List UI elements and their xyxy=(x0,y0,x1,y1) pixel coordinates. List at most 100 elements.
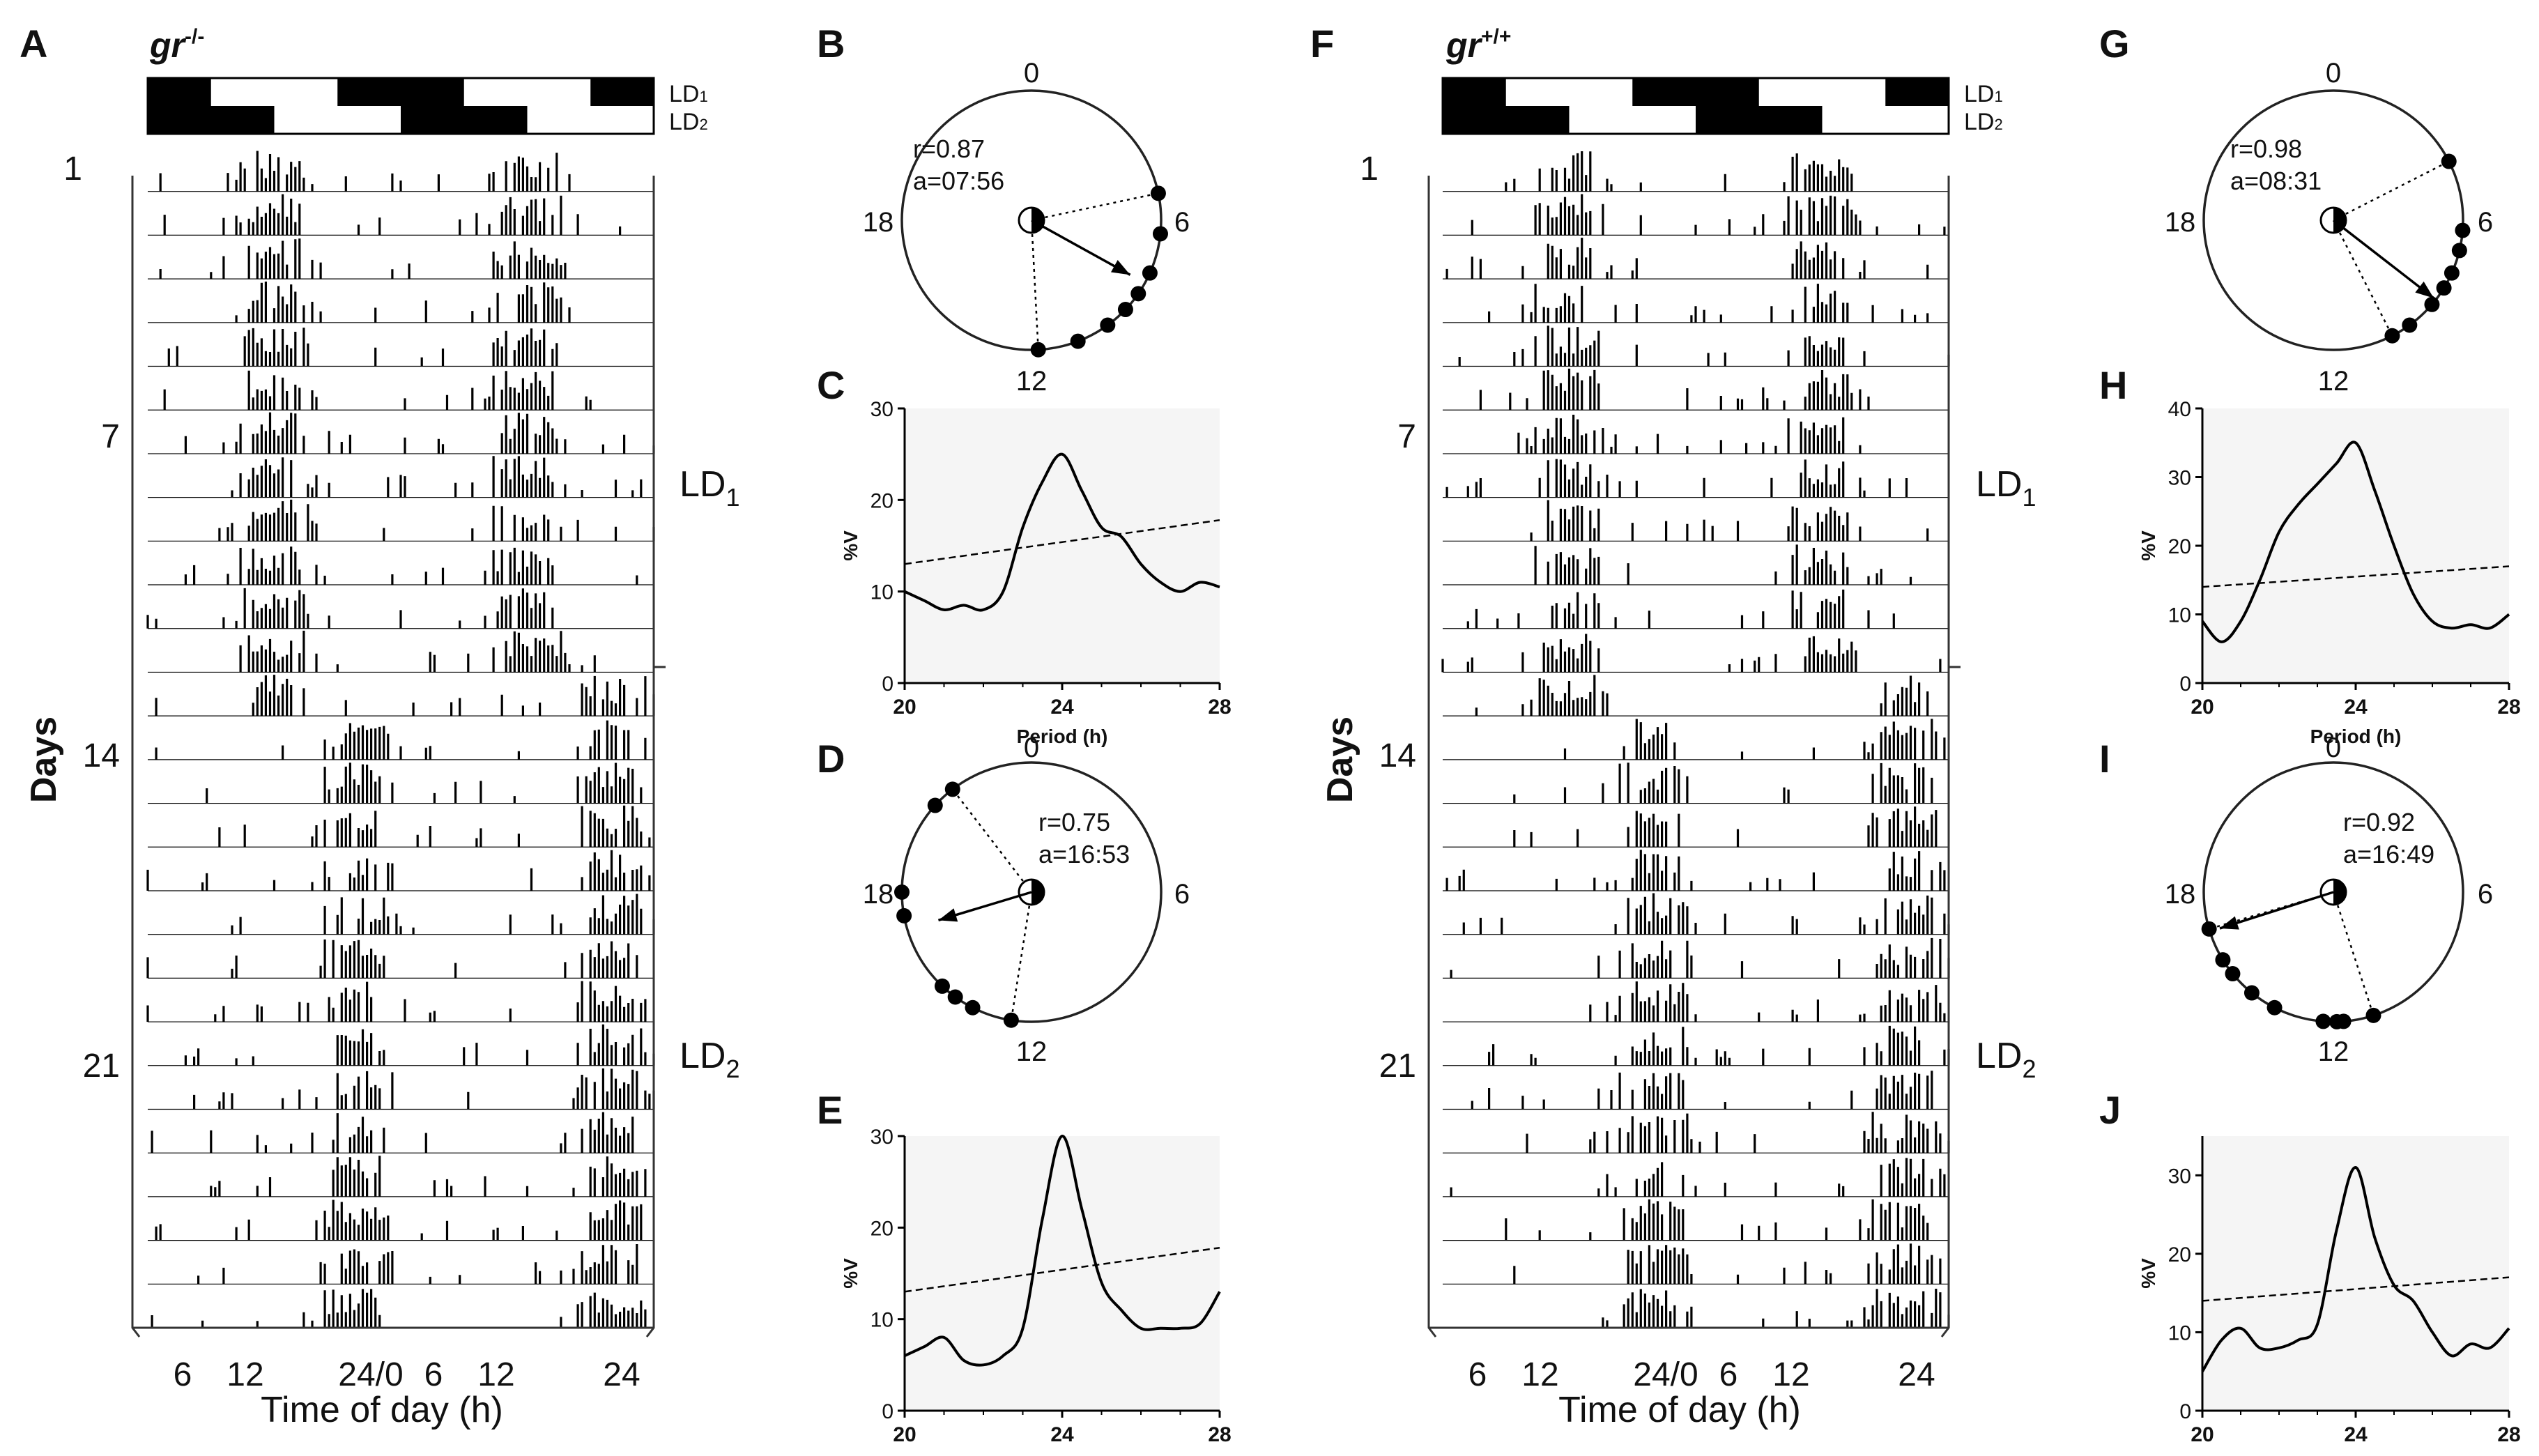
ld-bar-dark-4 xyxy=(401,106,528,134)
regime-label-ld1-f: LD xyxy=(1976,464,2022,505)
xtick-a-2: 24/0 xyxy=(338,1356,403,1393)
ytick-label-0: 0 xyxy=(2179,673,2191,696)
panel-label-j: J xyxy=(2099,1088,2121,1132)
confidence-line-0 xyxy=(1031,192,1159,222)
activity xyxy=(184,412,655,454)
polar-d: D 0 6 12 18 r=0.75 a=16:53 xyxy=(817,733,1190,1067)
actogram-day-9 xyxy=(1443,500,1949,542)
activity xyxy=(1530,500,1929,542)
ld-bar-dark-2 xyxy=(590,78,654,106)
svg-text:LD2: LD2 xyxy=(680,1036,740,1083)
actogram-day-27 xyxy=(148,1289,654,1328)
ylabel: %V xyxy=(2138,1258,2159,1289)
dial-12-b: 12 xyxy=(1016,366,1048,397)
activity xyxy=(1589,981,1946,1022)
a-label-i: a=16:49 xyxy=(2343,840,2434,868)
actogram-day-23 xyxy=(1443,1112,1950,1154)
ytick-label-1: 10 xyxy=(2168,1321,2191,1344)
actogram-day-4 xyxy=(1443,284,1949,323)
activity xyxy=(1445,459,1908,498)
activity xyxy=(1505,151,1853,192)
activity xyxy=(1505,1199,1929,1241)
activity xyxy=(1513,763,1933,804)
mean-vector xyxy=(1031,219,1131,276)
actogram-day-18 xyxy=(148,894,655,935)
day-label-7-f: 7 xyxy=(1397,418,1416,455)
activity xyxy=(1471,1071,1933,1110)
xlabel-a: Time of day (h) xyxy=(261,1390,503,1430)
xtick-f-1: 12 xyxy=(1521,1356,1558,1393)
actogram-day-2 xyxy=(148,194,654,236)
phase-point-8 xyxy=(2365,1007,2381,1023)
activity xyxy=(1602,1289,1950,1328)
mean-vector-head xyxy=(2415,281,2434,298)
xlabel: Period (h) xyxy=(2310,1453,2402,1456)
dial-12-i: 12 xyxy=(2318,1036,2349,1067)
day-label-21-a: 21 xyxy=(83,1048,120,1085)
a-label-d: a=16:53 xyxy=(1038,840,1130,868)
periodogram-line xyxy=(2201,440,2510,643)
activity xyxy=(239,630,596,673)
activity xyxy=(1445,850,1946,891)
phase-point-0 xyxy=(944,781,960,797)
periodogram-line xyxy=(904,452,1220,612)
periodogram-line xyxy=(904,1134,1221,1367)
actogram-day-17 xyxy=(1443,850,1949,891)
actogram-day-12 xyxy=(148,630,654,673)
bar-label-ld2-f: LD xyxy=(1964,109,1994,135)
dial-6-d: 6 xyxy=(1174,879,1190,910)
activity xyxy=(197,1244,638,1285)
genotype-a: gr xyxy=(149,26,187,65)
svg-text:gr+/+: gr+/+ xyxy=(1445,25,1511,65)
a-label-g: a=08:31 xyxy=(2230,167,2322,195)
actogram-f: F gr+/+ LD1 LD2 1 7 14 21 Days LD1 LD2 6… xyxy=(1310,22,2036,1430)
ytick-label-4: 40 xyxy=(2168,398,2191,421)
phase-point-7 xyxy=(1030,342,1046,358)
activity xyxy=(210,1156,647,1197)
ld-bar-dark-1 xyxy=(1632,78,1759,106)
regime-label-ld2-f: LD xyxy=(1976,1036,2022,1076)
center-marker-fill xyxy=(2333,880,2346,905)
xtick-label-1: 24 xyxy=(1050,1423,1074,1446)
activity xyxy=(184,1024,655,1066)
actogram-day-15 xyxy=(148,763,654,804)
actogram-day-13 xyxy=(148,675,655,716)
actogram-day-22 xyxy=(1443,1071,1949,1110)
phase-point-6 xyxy=(2402,317,2418,333)
phase-point-0 xyxy=(1150,185,1166,201)
ytick-label-2: 20 xyxy=(870,489,893,512)
xtick-f-2: 24/0 xyxy=(1633,1356,1698,1393)
ytick-label-1: 10 xyxy=(870,1309,893,1332)
ytick-label-2: 20 xyxy=(870,1217,893,1240)
actogram-day-8 xyxy=(1443,459,1949,498)
activity xyxy=(184,546,638,585)
polar-b: B 0 6 12 18 r=0.87 a=07:56 xyxy=(817,22,1190,397)
activity xyxy=(218,805,651,848)
xtick-a-1: 12 xyxy=(227,1356,263,1393)
xtick-a-5: 24 xyxy=(603,1356,640,1393)
activity xyxy=(159,151,571,192)
actogram-day-16 xyxy=(148,805,654,848)
polar-g: G 0 6 12 18 r=0.98 a=08:31 xyxy=(2099,22,2493,397)
actogram-day-26 xyxy=(1443,1243,1949,1285)
actogram-day-15 xyxy=(1443,763,1949,804)
periodogram-marks-c: 0 10 20 30 20 24 28 Period (h) %V xyxy=(840,398,1232,747)
bar-label-ld1-a: LD xyxy=(669,81,699,107)
phase-point-0 xyxy=(2201,921,2217,937)
activity xyxy=(155,675,655,716)
phase-point-3 xyxy=(1130,286,1146,302)
svg-text:LD1: LD1 xyxy=(680,464,740,512)
ytick-label-0: 0 xyxy=(882,1400,893,1423)
actogram-day-19 xyxy=(146,939,654,979)
actogram-day-12 xyxy=(1441,634,1949,673)
activity xyxy=(1466,589,1895,629)
activity xyxy=(151,1289,647,1328)
ld-bar-a xyxy=(146,77,655,135)
actogram-day-23 xyxy=(148,1112,654,1154)
polar-marks-i xyxy=(2201,878,2381,1029)
actogram-day-14 xyxy=(148,720,654,760)
actogram-day-22 xyxy=(148,1068,655,1110)
ld-bar-dark-4 xyxy=(1696,106,1823,134)
activity xyxy=(231,456,643,498)
